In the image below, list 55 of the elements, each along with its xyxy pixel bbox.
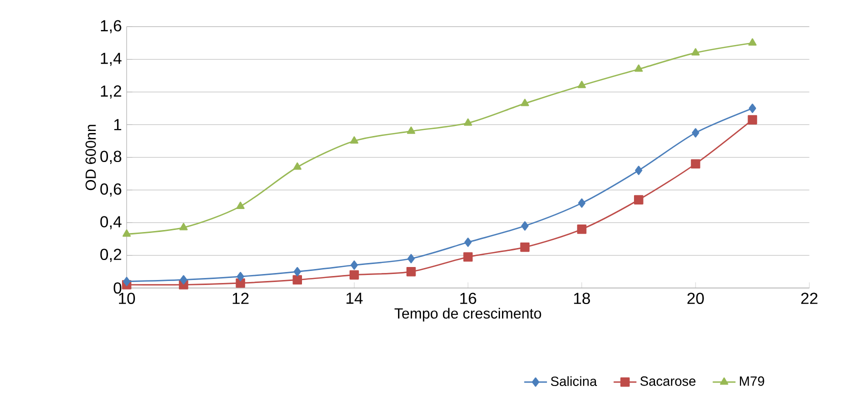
point <box>521 221 529 230</box>
point <box>236 272 244 282</box>
y-axis-title: OD 600nn <box>86 124 96 190</box>
point <box>293 162 302 170</box>
legend-label: Salicina <box>550 376 597 386</box>
point <box>236 278 246 288</box>
point <box>122 229 131 237</box>
y-tick-label: 0,2 <box>100 248 122 262</box>
point <box>748 114 758 124</box>
x-axis-title: Tempo de crescimento <box>394 308 542 322</box>
y-tick-label: 1,2 <box>100 85 122 98</box>
y-tick-label: 0,6 <box>100 183 122 196</box>
point <box>634 194 644 204</box>
point <box>179 222 188 230</box>
x-tick-label: 16 <box>460 292 476 304</box>
point <box>406 266 416 276</box>
point <box>520 98 530 106</box>
point <box>292 275 302 284</box>
x-tick-label: 20 <box>687 292 704 304</box>
point <box>464 237 472 247</box>
point <box>350 136 358 144</box>
point <box>406 126 416 134</box>
point <box>748 38 757 46</box>
point <box>350 260 358 270</box>
point <box>578 80 586 88</box>
x-tick-label: 22 <box>801 292 818 304</box>
point <box>463 252 473 262</box>
y-tick-label: 0 <box>114 282 122 294</box>
point <box>180 275 188 284</box>
point <box>350 270 359 280</box>
point <box>520 242 530 252</box>
point <box>236 202 245 209</box>
point <box>634 166 642 175</box>
point <box>577 224 586 234</box>
point <box>748 104 756 113</box>
point <box>294 266 302 276</box>
legend-label: M79 <box>740 376 764 386</box>
point <box>123 276 130 286</box>
point <box>690 159 700 168</box>
point <box>691 48 700 56</box>
point <box>692 128 700 138</box>
y-tick-label: 1,4 <box>100 52 122 66</box>
point <box>407 254 415 264</box>
y-tick-label: 0,4 <box>100 216 122 230</box>
x-tick-label: 10 <box>118 292 135 304</box>
x-tick-label: 12 <box>232 292 249 304</box>
legend-label: Sacarose <box>640 376 696 386</box>
point <box>578 198 586 208</box>
point <box>464 118 472 126</box>
point <box>634 64 643 72</box>
y-tick-label: 0,8 <box>100 150 122 164</box>
y-tick-label: 1 <box>114 119 122 130</box>
y-tick-label: 1,6 <box>100 20 122 34</box>
x-tick-label: 18 <box>574 292 590 304</box>
x-tick-label: 14 <box>346 292 363 304</box>
